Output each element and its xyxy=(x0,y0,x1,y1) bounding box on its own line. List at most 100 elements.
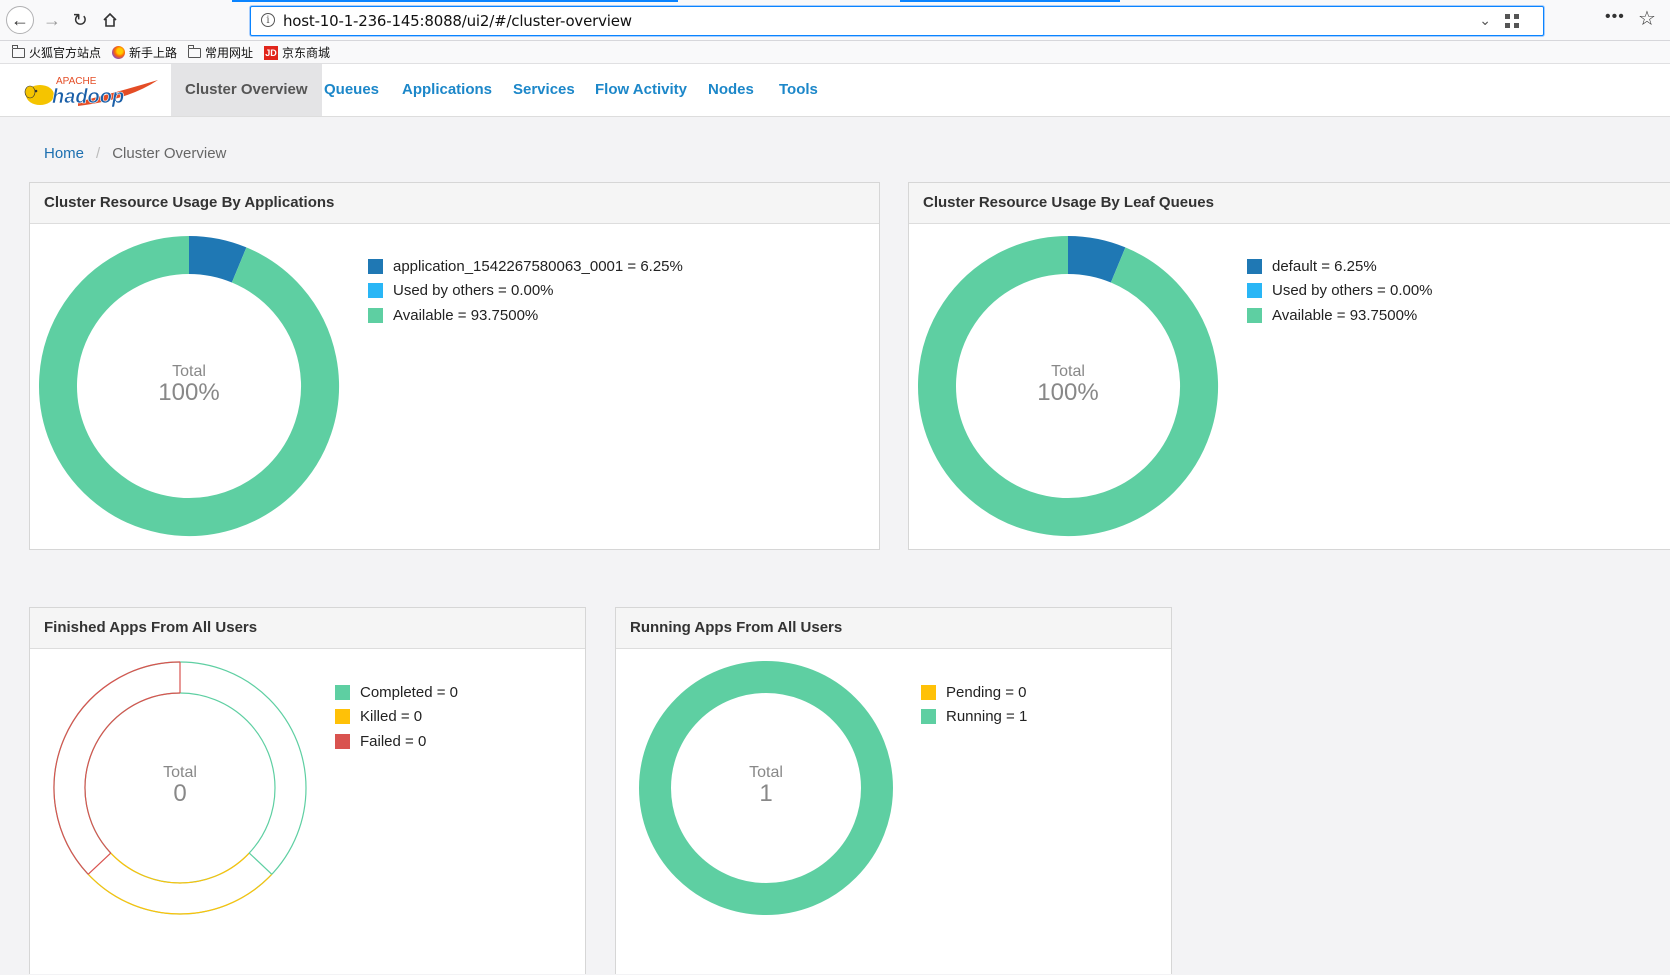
svg-text:hadoop: hadoop xyxy=(52,86,124,108)
donut-total: Total 100% xyxy=(139,363,239,407)
back-button[interactable]: ← xyxy=(6,6,34,34)
donut-total: Total 1 xyxy=(716,764,816,808)
bookmark-label: 常用网址 xyxy=(205,46,254,60)
donut-total: Total 100% xyxy=(1018,363,1118,407)
chart-legend: application_1542267580063_0001 = 6.25% U… xyxy=(368,254,683,328)
bookmark-item[interactable]: JD 京东商城 xyxy=(264,44,330,61)
url-bar[interactable]: i host-10-1-236-145:8088/ui2/#/cluster-o… xyxy=(250,6,1544,36)
donut-slice-running[interactable] xyxy=(639,661,893,915)
breadcrumb-home[interactable]: Home xyxy=(44,145,85,162)
panel-apps-usage: Cluster Resource Usage By Applications T… xyxy=(29,182,880,550)
breadcrumb-separator: / xyxy=(96,145,101,162)
legend-label: Running = 1 xyxy=(946,708,1028,726)
total-label: Total xyxy=(749,764,783,781)
star-icon[interactable]: ☆ xyxy=(1638,8,1656,30)
tab-indicator xyxy=(900,0,1120,2)
tab-queues[interactable]: Queues xyxy=(324,81,380,98)
ring-divider xyxy=(87,852,112,875)
legend-swatch xyxy=(921,684,936,700)
bookmark-label: 京东商城 xyxy=(282,46,331,60)
url-text[interactable]: host-10-1-236-145:8088/ui2/#/cluster-ove… xyxy=(283,12,632,30)
home-button[interactable] xyxy=(96,6,124,34)
bookmark-item[interactable]: 新手上路 xyxy=(112,44,177,61)
tab-flow-activity[interactable]: Flow Activity xyxy=(595,81,687,98)
legend-swatch xyxy=(1247,258,1262,274)
legend-item[interactable]: Pending = 0 xyxy=(921,680,1027,705)
firefox-icon xyxy=(112,46,125,59)
legend-label: Completed = 0 xyxy=(360,683,458,701)
legend-label: default = 6.25% xyxy=(1272,257,1377,275)
legend-item[interactable]: default = 6.25% xyxy=(1247,254,1433,279)
total-value: 100% xyxy=(1037,379,1099,406)
donut-slice-available[interactable] xyxy=(39,236,339,536)
legend-label: Pending = 0 xyxy=(946,683,1027,701)
tab-tools[interactable]: Tools xyxy=(779,81,818,98)
folder-icon xyxy=(187,44,201,58)
legend-label: Available = 93.7500% xyxy=(1272,306,1418,324)
legend-item[interactable]: Available = 93.7500% xyxy=(1247,303,1433,328)
arrow-left-icon: ← xyxy=(11,9,29,30)
reload-icon: ↻ xyxy=(72,9,88,30)
bookmark-item[interactable]: 火狐官方站点 xyxy=(11,44,102,61)
donut-slice-default[interactable] xyxy=(1067,236,1126,283)
svg-text:APACHE: APACHE xyxy=(56,76,97,87)
donut-chart-queue-usage xyxy=(918,236,1218,536)
legend-item[interactable]: application_1542267580063_0001 = 6.25% xyxy=(368,254,683,279)
tab-applications[interactable]: Applications xyxy=(402,81,493,98)
chart-legend: Completed = 0 Killed = 0 Failed = 0 xyxy=(335,680,458,754)
tab-indicator xyxy=(232,0,678,2)
ring-inner-failed xyxy=(84,692,181,854)
tab-nodes[interactable]: Nodes xyxy=(708,81,754,98)
legend-label: Used by others = 0.00% xyxy=(393,282,554,300)
legend-item[interactable]: Running = 1 xyxy=(921,705,1027,730)
legend-label: Failed = 0 xyxy=(360,732,427,750)
donut-slice-application-1542267580063-0001[interactable] xyxy=(188,236,247,283)
panel-title: Cluster Resource Usage By Applications xyxy=(30,183,879,224)
donut-chart-apps-usage xyxy=(39,236,339,536)
legend-swatch xyxy=(368,258,383,274)
legend-label: Available = 93.7500% xyxy=(393,306,539,324)
panel-queue-usage: Cluster Resource Usage By Leaf Queues To… xyxy=(908,182,1670,550)
legend-swatch xyxy=(335,709,350,725)
legend-swatch xyxy=(335,684,350,700)
legend-item[interactable]: Used by others = 0.00% xyxy=(368,279,683,304)
legend-item[interactable]: Available = 93.7500% xyxy=(368,303,683,328)
tab-services[interactable]: Services xyxy=(513,81,575,98)
tab-cluster-overview[interactable]: Cluster Overview xyxy=(171,64,322,116)
bookmark-item[interactable]: 常用网址 xyxy=(187,44,254,61)
legend-item[interactable]: Completed = 0 xyxy=(335,680,458,705)
panel-title: Cluster Resource Usage By Leaf Queues xyxy=(909,183,1670,224)
total-value: 1 xyxy=(759,780,773,807)
bookmark-label: 新手上路 xyxy=(129,46,178,60)
bookmark-label: 火狐官方站点 xyxy=(29,46,102,60)
total-label: Total xyxy=(172,363,206,380)
panel-running-apps: Running Apps From All Users Total 1 Pend… xyxy=(615,607,1172,974)
legend-swatch xyxy=(1247,283,1262,299)
app-navbar: APACHE hadoop Cluster Overview Queues Ap… xyxy=(0,64,1670,117)
legend-item[interactable]: Used by others = 0.00% xyxy=(1247,279,1433,304)
ring-outer-failed xyxy=(53,661,181,875)
donut-total: Total 0 xyxy=(130,764,230,808)
reload-button[interactable]: ↻ xyxy=(66,6,94,34)
chart-legend: default = 6.25% Used by others = 0.00% A… xyxy=(1247,254,1433,328)
legend-swatch xyxy=(368,307,383,323)
forward-button[interactable]: → xyxy=(38,6,66,34)
donut-slice-available[interactable] xyxy=(918,236,1218,536)
browser-toolbar: ← → ↻ i host-10-1-236-145:8088/ui2/#/clu… xyxy=(0,0,1670,41)
chevron-down-icon[interactable]: ⌄ xyxy=(1479,12,1491,28)
legend-item[interactable]: Failed = 0 xyxy=(335,729,458,754)
legend-swatch xyxy=(1247,307,1262,323)
jd-icon: JD xyxy=(264,45,278,60)
legend-swatch xyxy=(368,283,383,299)
qr-code-icon[interactable] xyxy=(1505,14,1519,28)
bookmarks-bar: 火狐官方站点 新手上路 常用网址 JD 京东商城 xyxy=(0,41,1670,64)
info-icon[interactable]: i xyxy=(261,13,275,27)
hadoop-logo[interactable]: APACHE hadoop xyxy=(18,72,168,112)
total-value: 0 xyxy=(173,780,187,807)
more-icon[interactable]: ••• xyxy=(1605,8,1625,25)
panel-title: Running Apps From All Users xyxy=(616,608,1171,649)
legend-label: Killed = 0 xyxy=(360,708,423,726)
legend-item[interactable]: Killed = 0 xyxy=(335,705,458,730)
chart-legend: Pending = 0 Running = 1 xyxy=(921,680,1027,729)
total-label: Total xyxy=(1051,363,1085,380)
